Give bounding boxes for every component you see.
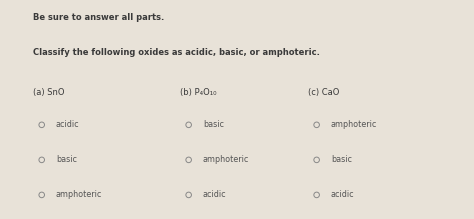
- Text: basic: basic: [331, 155, 352, 164]
- Text: (a) SnO: (a) SnO: [33, 88, 64, 97]
- Text: basic: basic: [56, 155, 77, 164]
- Text: amphoteric: amphoteric: [203, 155, 249, 164]
- Point: [38, 193, 46, 197]
- Text: acidic: acidic: [203, 190, 227, 200]
- Point: [38, 158, 46, 162]
- Point: [185, 193, 192, 197]
- Text: (b) P₄O₁₀: (b) P₄O₁₀: [180, 88, 217, 97]
- Text: basic: basic: [203, 120, 224, 129]
- Point: [185, 158, 192, 162]
- Text: (c) CaO: (c) CaO: [308, 88, 339, 97]
- Text: Classify the following oxides as acidic, basic, or amphoteric.: Classify the following oxides as acidic,…: [33, 48, 320, 57]
- Text: acidic: acidic: [56, 120, 80, 129]
- Point: [38, 123, 46, 127]
- Text: amphoteric: amphoteric: [331, 120, 377, 129]
- Point: [185, 123, 192, 127]
- Point: [313, 158, 320, 162]
- Text: acidic: acidic: [331, 190, 355, 200]
- Point: [313, 193, 320, 197]
- Point: [313, 123, 320, 127]
- Text: amphoteric: amphoteric: [56, 190, 102, 200]
- Text: Be sure to answer all parts.: Be sure to answer all parts.: [33, 13, 164, 22]
